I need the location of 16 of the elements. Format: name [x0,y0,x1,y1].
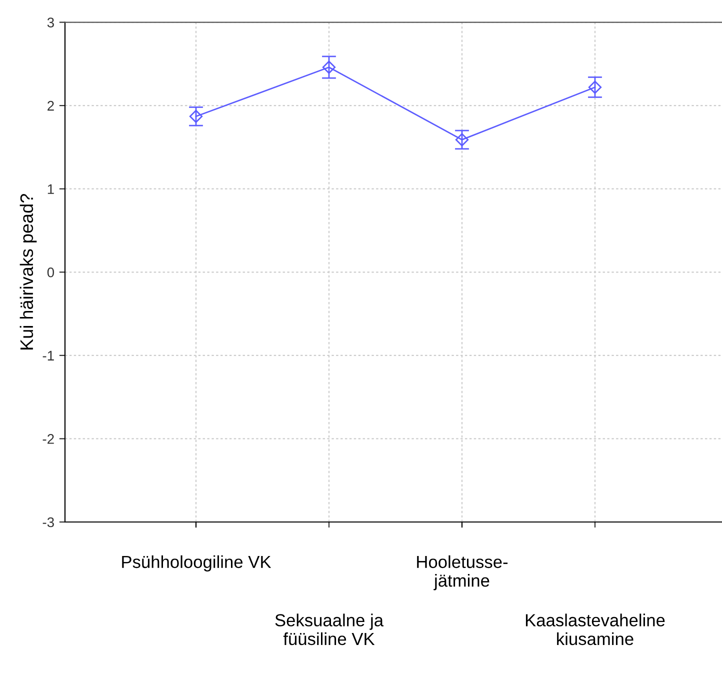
y-tick-label: -1 [42,350,54,360]
y-tick-label: -2 [42,434,54,444]
x-tick-label: Kaaslastevaheline kiusamine [526,614,665,646]
y-tick-label: 3 [47,18,54,28]
y-tick-label: 2 [48,100,54,111]
point [189,110,203,123]
point [455,133,469,146]
x-tick-label: Hooletusse- jätmine [417,555,508,590]
x-tick-label: Psühholoogiline VK [122,555,272,572]
y-axis-title: Kui häirivaks pead? [20,194,37,350]
y-tick-label: 0 [47,267,54,278]
y-tick-label: -3 [42,517,54,528]
point [588,80,602,94]
point [322,60,336,74]
y-tick-label: 1 [48,184,54,194]
x-tick-label: Seksuaalne ja füüsiline VK [275,614,384,646]
